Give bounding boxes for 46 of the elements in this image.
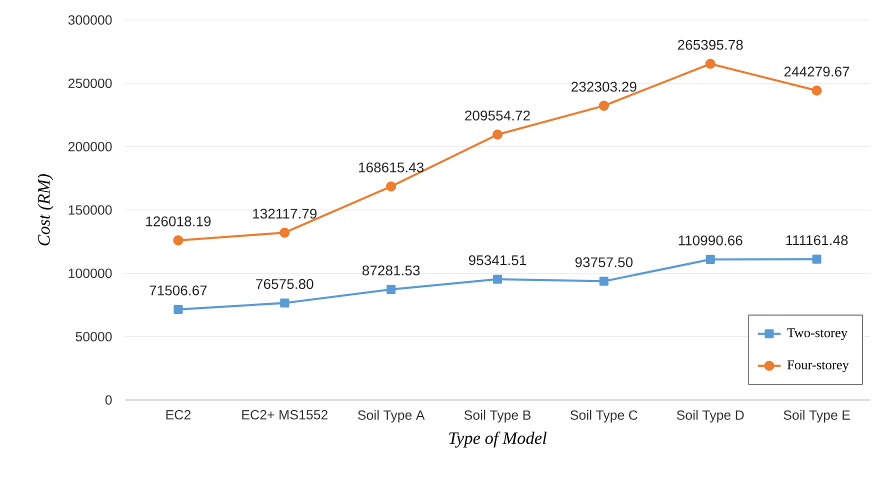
- y-tick-label: 300000: [68, 15, 112, 25]
- x-tick-label: Soil Type E: [784, 410, 850, 422]
- x-tick-label: EC2: [166, 410, 191, 420]
- point: [706, 254, 715, 264]
- data-label: 265395.78: [678, 40, 743, 50]
- point: [173, 235, 184, 246]
- y-tick-label: 0: [105, 395, 112, 405]
- data-label: 93757.50: [575, 257, 633, 268]
- x-axis-title: Type of Model: [449, 432, 547, 448]
- y-tick-label: 50000: [76, 332, 112, 342]
- data-label: 111161.48: [786, 235, 848, 246]
- data-label: 76575.80: [256, 279, 314, 289]
- legend-label: Two-storey: [787, 328, 848, 340]
- data-label: 244279.67: [784, 66, 850, 77]
- point: [174, 304, 183, 314]
- point: [812, 254, 822, 264]
- point: [598, 100, 609, 111]
- y-tick-label: 250000: [68, 78, 112, 88]
- y-axis-title: Cost (RM): [38, 174, 54, 246]
- data-label: 71506.67: [150, 285, 207, 296]
- point: [492, 129, 503, 140]
- x-tick-label: EC2+ MS1552: [242, 410, 328, 420]
- data-label: 132117.79: [253, 208, 317, 219]
- data-label: 110990.66: [678, 235, 742, 246]
- x-tick-label: Soil Type A: [358, 410, 425, 422]
- y-tick-label: 150000: [68, 205, 112, 215]
- data-label: 126018.19: [146, 216, 211, 226]
- x-tick-label: Soil Type C: [570, 410, 638, 422]
- y-tick-label: 200000: [68, 142, 112, 152]
- point: [599, 276, 608, 286]
- data-label: 95341.51: [468, 255, 526, 266]
- y-tick-label: 100000: [68, 268, 112, 278]
- point: [280, 228, 290, 238]
- point: [280, 298, 290, 308]
- point: [812, 86, 822, 96]
- point: [492, 274, 502, 284]
- x-tick-label: Soil Type D: [676, 410, 744, 422]
- x-tick-label: Soil Type B: [464, 410, 531, 422]
- data-label: 232303.29: [572, 82, 636, 92]
- point: [705, 58, 716, 69]
- data-label: 87281.53: [362, 265, 420, 276]
- point: [386, 284, 396, 294]
- point: [386, 181, 396, 192]
- data-label: 209554.72: [465, 110, 530, 121]
- legend-label: Four-storey: [787, 360, 849, 372]
- data-label: 168615.43: [359, 162, 424, 172]
